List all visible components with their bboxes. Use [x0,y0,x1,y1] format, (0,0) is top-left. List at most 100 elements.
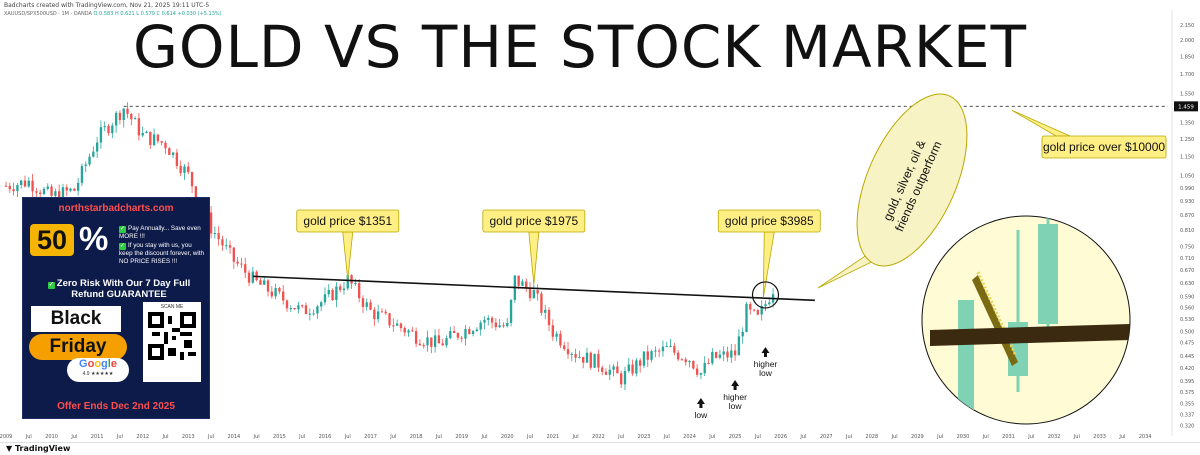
candle-body [498,325,501,328]
promo-bullet-1-text: Pay Annually... Save even MORE !!! [119,225,201,240]
promo-friday: Friday [29,334,127,360]
candle-body [752,309,756,311]
promo-bullet-2: ✓ If you stay with us, you keep the disco… [119,242,205,265]
candle-body [369,302,372,310]
candle-body [274,288,277,297]
candle-body [225,245,228,247]
higher-low-marker-2-label: higher low [754,359,778,378]
candle-body [392,325,395,327]
promo-bullet-1: ✓ Pay Annually... Save even MORE !!! [119,225,205,241]
candle-body [76,182,80,191]
x-tick-label: Jul [298,434,305,440]
x-tick-label: Jul [116,434,123,440]
candle-body [616,366,619,374]
candle-body [768,302,771,305]
y-tick-label: 1.150 [1180,154,1194,160]
y-tick-label: 0.475 [1180,340,1194,346]
x-tick-label: 2015 [273,434,286,440]
low-marker-arrow-icon [696,398,705,408]
x-tick-label: Jul [25,434,32,440]
x-tick-label: Jul [207,434,214,440]
highlight-circle [751,281,780,309]
candle-body [338,286,342,291]
promo-guarantee: ✓ Zero Risk With Our 7 Day Full Refund GU… [31,278,207,300]
x-tick-label: Jul [161,434,168,440]
y-tick-label: 0.990 [1180,186,1194,192]
tradingview-logo[interactable]: ▼ TradingView [6,444,70,453]
promo-site[interactable]: northstarbadcharts.com [58,203,174,214]
candle-body [285,300,289,309]
x-tick-label: 2013 [182,434,195,440]
x-tick-label: 2017 [364,434,377,440]
candle-body [699,373,703,375]
qr-code-icon[interactable] [148,312,196,360]
x-tick-label: Jul [389,434,396,440]
candle-body [703,362,706,374]
y-tick-label: 2.150 [1180,23,1194,29]
ohlc-high: H 0.621 [114,11,135,17]
candle-body [695,368,699,375]
candle-body [566,349,570,355]
candle-body [221,239,224,246]
candle-body [228,245,232,248]
candle-body [475,329,479,332]
candle-body [80,165,84,183]
candle-body [92,151,95,157]
candle-body [365,302,368,307]
y-tick-label: 1.350 [1180,121,1194,127]
candle-body [509,299,513,323]
candle-body [551,325,555,337]
x-tick-label: Jul [480,434,487,440]
candle-body [335,286,338,301]
candle-body [354,283,357,285]
ohlc-close: C 0.614 [156,11,176,17]
candle-body [661,346,665,352]
candle-body [483,319,486,323]
candle-body [487,317,490,320]
y-tick-label: 0.870 [1180,213,1194,219]
x-tick-label: Jul [754,434,761,440]
candle-body [441,343,444,346]
candle-body [642,351,646,366]
candle-body [114,112,118,126]
ohlc-open: O 0.583 [93,11,114,17]
x-tick-label: 2034 [1139,434,1152,440]
x-tick-label: Jul [435,434,442,440]
candle-body [414,331,418,344]
higher-low-marker-1-line: low [729,401,743,411]
candle-body [156,134,160,142]
candle-body [232,247,236,262]
google-rating: 4.9 ★★★★★ [82,371,114,377]
x-tick-label: Jul [891,434,898,440]
check-icon: ✓ [47,282,55,289]
candle-body [737,336,741,356]
candle-body [301,305,304,307]
candle-body [631,364,634,374]
x-tick-label: 2029 [911,434,924,440]
candle-body [27,180,30,187]
candle-body [635,360,638,374]
candle-body [316,306,319,314]
check-icon: ✓ [119,243,126,250]
candle-body [149,131,152,146]
x-tick-label: 2016 [319,434,332,440]
x-tick-label: Jul [617,434,624,440]
candle-body [141,133,144,136]
candle-body [456,332,460,338]
candle-body [69,188,72,191]
higher-low-marker-1-label: higher low [723,392,747,411]
candle-body [308,313,311,315]
qr-panel[interactable]: SCAN ME [143,302,201,382]
y-tick-label: 1.850 [1180,54,1194,60]
candle-body [673,346,676,353]
candle-body [574,353,577,358]
candle-body [578,356,581,358]
promo-banner[interactable]: northstarbadcharts.com 50 % ✓ Pay Annuall… [22,197,210,419]
candle-body [540,293,543,313]
y-tick-label: 0.590 [1180,295,1194,301]
x-tick-label: 2033 [1093,434,1106,440]
candle-body [589,352,592,368]
x-tick-label: 2021 [546,434,559,440]
footer-bar: ▼ TradingView [0,442,1200,455]
candle-body [547,309,551,326]
